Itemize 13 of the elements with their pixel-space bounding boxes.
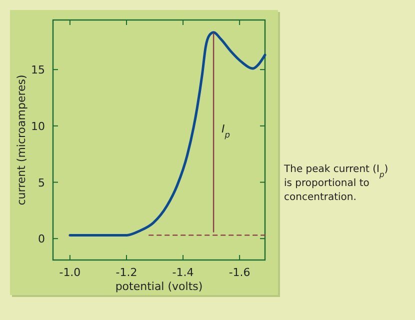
y-tick-label: 5 bbox=[38, 176, 45, 190]
line-series bbox=[68, 31, 266, 236]
x-tick-label: -1.6 bbox=[228, 266, 250, 279]
y-axis-title: current (microamperes) bbox=[15, 74, 28, 206]
y-tick-label: 10 bbox=[31, 120, 45, 133]
y-tick-label: 0 bbox=[38, 232, 45, 246]
x-tick-label: -1.4 bbox=[172, 266, 194, 279]
text: The peak current (I$_{p}$) is proportional to concentration. bbox=[284, 164, 388, 203]
y-tick-label: 15 bbox=[31, 64, 45, 77]
x-axis-title: potential (volts) bbox=[115, 280, 203, 293]
x-tick-label: -1.0 bbox=[59, 266, 81, 279]
x-tick-label: -1.2 bbox=[116, 266, 138, 279]
annotation: I$_{p}$ bbox=[222, 122, 230, 140]
